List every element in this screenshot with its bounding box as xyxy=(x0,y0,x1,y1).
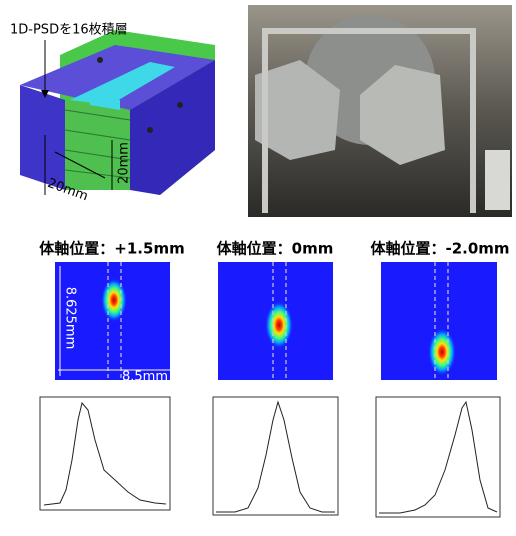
detector-diagram: 1D-PSDを16枚積層 20mm 20mm xyxy=(10,23,215,205)
figure: 1D-PSDを16枚積層 20mm 20mm 体軸位置：+1.5mm 8.625m… xyxy=(0,0,516,536)
diagram-caption: 1D-PSDを16枚積層 xyxy=(10,23,128,38)
heatmaps xyxy=(55,262,497,380)
height-label: 20mm xyxy=(117,142,132,184)
panel-width-label: 8.5mm xyxy=(122,370,168,385)
panel-title: 体軸位置：0mm xyxy=(217,240,334,258)
apparatus-photo xyxy=(248,5,512,217)
profiles xyxy=(40,397,500,517)
panel-title: 体軸位置：+1.5mm xyxy=(39,240,184,258)
panel-height-label: 8.625mm xyxy=(63,287,78,350)
panel-title: 体軸位置：-2.0mm xyxy=(370,240,509,258)
